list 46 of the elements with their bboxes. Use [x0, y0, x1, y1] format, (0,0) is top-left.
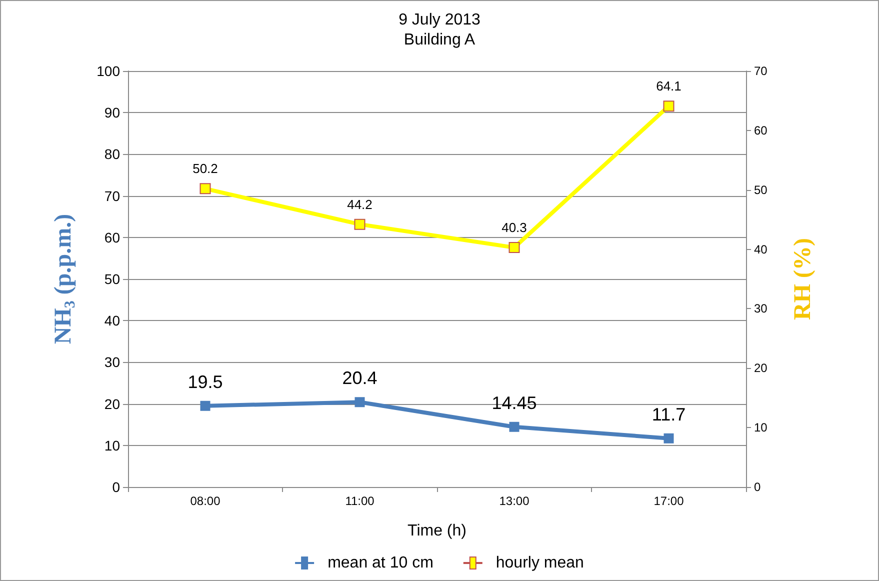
point	[200, 400, 210, 411]
y2-tick-label: 40	[754, 242, 768, 256]
y2-tick-label: 50	[754, 182, 768, 197]
y2-tick-label: 10	[754, 420, 768, 435]
y2-axis-title: RH (%)	[790, 238, 816, 320]
data-label: 20.4	[342, 368, 378, 388]
y-axis-title: NH3 (p.p.m.)	[50, 214, 78, 344]
y-tick-label: 50	[104, 271, 120, 287]
point	[354, 218, 366, 230]
data-label: 50.2	[192, 161, 218, 176]
data-label: 11.7	[652, 404, 686, 424]
y-tick-label: 80	[104, 146, 120, 162]
data-label: 19.5	[188, 372, 223, 392]
y-tick-label: 90	[104, 104, 120, 121]
y-tick-label: 30	[104, 354, 120, 370]
data-label: 14.45	[492, 392, 537, 413]
point	[508, 242, 520, 254]
y2-tick-label: 0	[754, 480, 761, 494]
point	[200, 183, 211, 194]
chart-title: 9 July 2013	[398, 12, 481, 28]
point	[663, 100, 674, 112]
x-tick-label: 08:00	[190, 494, 221, 508]
y-tick-label: 70	[104, 188, 120, 204]
data-label: 40.3	[502, 220, 527, 236]
x-tick-label: 13:00	[499, 494, 530, 508]
x-tick-label: 11:00	[345, 494, 375, 508]
legend-label: hourly mean	[496, 554, 584, 572]
y2-tick-label: 70	[754, 64, 768, 78]
data-label: 64.1	[656, 78, 682, 94]
y-tick-label: 40	[104, 312, 120, 329]
y2-tick-label: 60	[754, 123, 768, 138]
y2-tick-label: 20	[754, 361, 768, 376]
y2-tick-label: 30	[754, 302, 768, 316]
point	[509, 422, 520, 432]
point	[664, 433, 674, 444]
y-tick-label: 100	[96, 63, 120, 79]
x-axis-title: Time (h)	[408, 522, 466, 540]
chart-subtitle: Building A	[404, 32, 476, 48]
y-tick-label: 60	[104, 229, 120, 246]
y-tick-label: 10	[104, 437, 120, 454]
legend-label: mean at 10 cm	[328, 554, 434, 572]
point	[354, 397, 365, 408]
y-tick-label: 20	[104, 396, 120, 412]
x-tick-label: 17:00	[654, 494, 684, 508]
y-tick-label: 0	[112, 479, 120, 495]
data-label: 44.2	[347, 196, 372, 212]
